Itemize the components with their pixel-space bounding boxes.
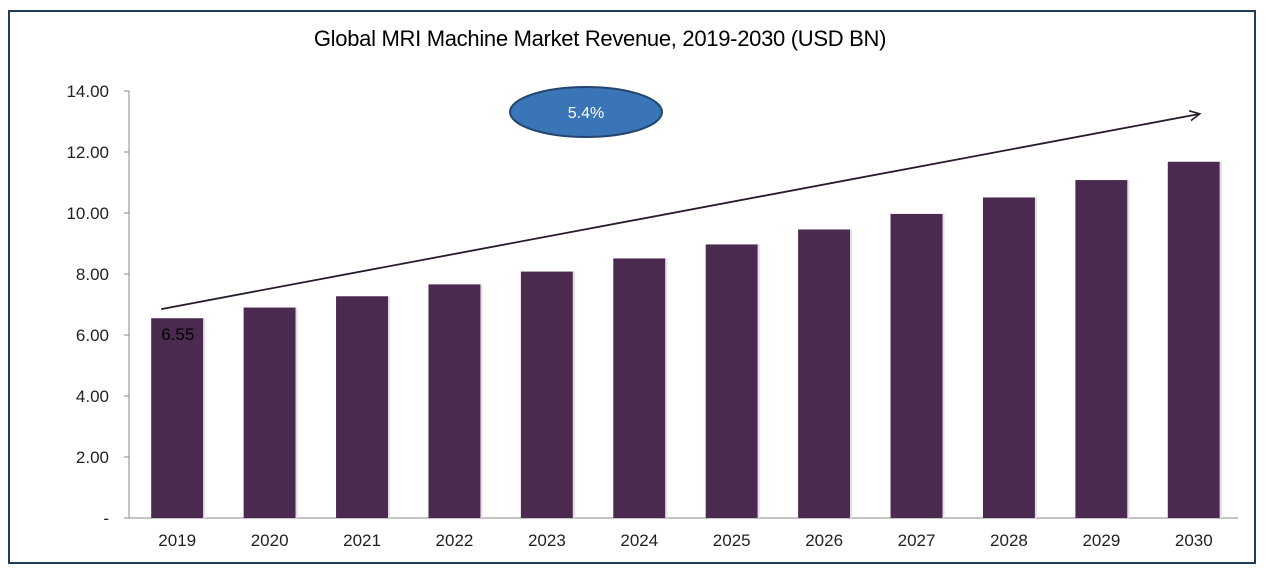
x-tick-label: 2022 xyxy=(436,531,474,550)
x-tick-label: 2030 xyxy=(1175,531,1213,550)
x-tick-label: 2025 xyxy=(713,531,751,550)
bar-edge-2020 xyxy=(295,307,298,518)
y-tick-label: - xyxy=(103,509,109,528)
bar-edge-2028 xyxy=(1034,197,1037,518)
bar-edge-2019 xyxy=(203,318,206,518)
bar-2026 xyxy=(798,229,851,518)
bar-2024 xyxy=(613,258,666,518)
y-tick-label: 14.00 xyxy=(66,82,109,101)
bar-2027 xyxy=(890,213,943,519)
cagr-label: 5.4% xyxy=(568,105,604,122)
x-tick-label: 2029 xyxy=(1082,531,1120,550)
bar-edge-2021 xyxy=(388,296,391,518)
data-label: 6.55 xyxy=(161,325,194,344)
x-tick-label: 2027 xyxy=(898,531,936,550)
x-tick-label: 2019 xyxy=(158,531,196,550)
y-tick-label: 6.00 xyxy=(76,326,109,345)
x-tick-label: 2021 xyxy=(343,531,381,550)
bar-edge-2025 xyxy=(757,244,760,519)
bar-edge-2023 xyxy=(572,271,575,518)
chart-title: Global MRI Machine Market Revenue, 2019-… xyxy=(313,26,887,51)
y-tick-label: 2.00 xyxy=(76,448,109,467)
bar-2020 xyxy=(243,307,296,518)
y-tick-label: 12.00 xyxy=(66,143,109,162)
trend-arrow xyxy=(161,114,1200,310)
x-tick-label: 2026 xyxy=(805,531,843,550)
bar-edge-2022 xyxy=(480,284,483,518)
y-tick-label: 10.00 xyxy=(66,204,109,223)
bar-edge-2030 xyxy=(1219,161,1222,518)
bar-2021 xyxy=(336,296,389,518)
x-tick-label: 2024 xyxy=(620,531,658,550)
bar-2028 xyxy=(982,197,1035,518)
bar-2022 xyxy=(428,284,481,518)
bar-2019 xyxy=(151,318,204,518)
bar-2029 xyxy=(1075,180,1128,518)
y-tick-label: 8.00 xyxy=(76,265,109,284)
cagr-ellipse xyxy=(509,86,663,138)
x-tick-label: 2020 xyxy=(251,531,289,550)
bar-2025 xyxy=(705,244,758,519)
bar-2023 xyxy=(520,271,573,518)
y-tick-label: 4.00 xyxy=(76,387,109,406)
bar-2030 xyxy=(1167,161,1220,518)
bar-edge-2029 xyxy=(1127,180,1130,518)
bar-edge-2024 xyxy=(665,258,668,518)
bar-edge-2027 xyxy=(942,213,945,519)
x-tick-label: 2028 xyxy=(990,531,1028,550)
bar-edge-2026 xyxy=(850,229,853,518)
x-tick-label: 2023 xyxy=(528,531,566,550)
